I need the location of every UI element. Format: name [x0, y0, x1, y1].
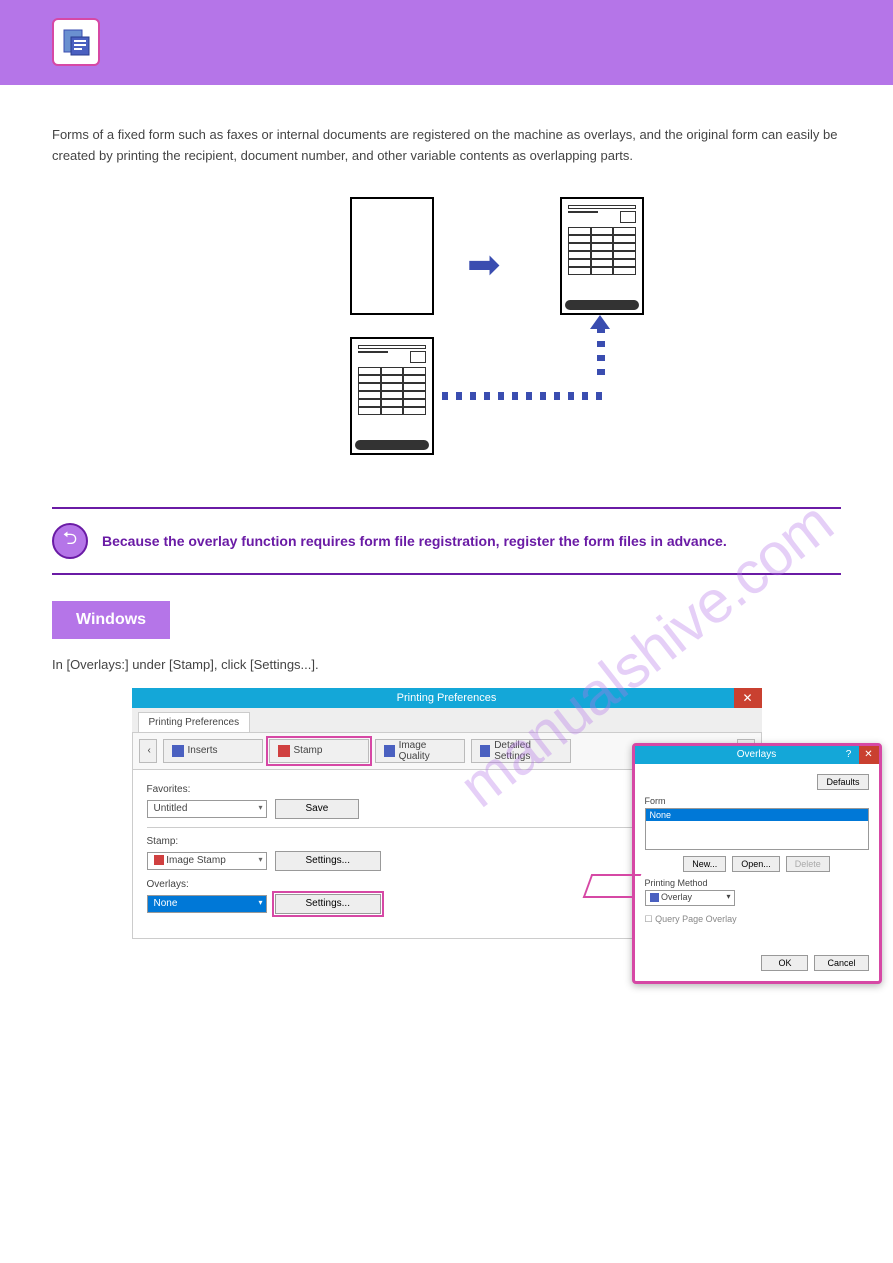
overlays-settings-button[interactable]: Settings...: [275, 894, 381, 914]
overlays-select[interactable]: None: [147, 895, 267, 913]
blank-doc-icon: [350, 197, 434, 315]
image-quality-tab[interactable]: Image Quality: [375, 739, 465, 763]
stamp-label2: Stamp:: [147, 836, 207, 847]
windows-tag: Windows: [52, 601, 170, 639]
stamp-settings-button[interactable]: Settings...: [275, 851, 381, 871]
inserts-tab[interactable]: Inserts: [163, 739, 263, 763]
scroll-left-button[interactable]: ‹: [139, 739, 157, 763]
detailed-tab[interactable]: Detailed Settings: [471, 739, 571, 763]
printing-method-select[interactable]: Overlay: [645, 890, 735, 906]
dotted-line-h: [442, 392, 607, 400]
dotted-line-v: [597, 327, 605, 377]
screenshot-mock: Printing Preferences ✕ Printing Preferen…: [132, 688, 762, 939]
reference-text: Because the overlay function requires fo…: [102, 533, 727, 549]
merged-doc-icon: [560, 197, 644, 315]
reference-section: ⮌ Because the overlay function requires …: [52, 507, 841, 575]
form-list-item[interactable]: None: [646, 809, 868, 821]
tab-bar: Printing Preferences: [132, 708, 762, 732]
overlays-dialog: Overlays ? ✕ Defaults Form None New... O…: [632, 743, 882, 984]
form-section-label: Form: [645, 796, 869, 806]
tab-printing-preferences[interactable]: Printing Preferences: [138, 712, 251, 732]
dialog-close-icon[interactable]: ✕: [859, 746, 879, 764]
help-icon[interactable]: ?: [841, 746, 857, 764]
favorites-select[interactable]: Untitled: [147, 800, 267, 818]
printing-method-label: Printing Method: [645, 878, 869, 888]
arrow-right-icon: ➡: [467, 242, 501, 288]
open-button[interactable]: Open...: [732, 856, 780, 872]
dialog-title: Overlays: [737, 749, 776, 760]
intro-paragraph: Forms of a fixed form such as faxes or i…: [52, 125, 841, 167]
delete-button[interactable]: Delete: [786, 856, 830, 872]
stamp-tab[interactable]: Stamp: [269, 739, 369, 763]
stamp-select[interactable]: Image Stamp: [147, 852, 267, 870]
dialog-titlebar: Overlays ? ✕: [635, 746, 879, 764]
overlay-diagram: ➡: [52, 197, 841, 477]
callout-line: [582, 874, 641, 898]
new-button[interactable]: New...: [683, 856, 726, 872]
iq-label: Image Quality: [399, 740, 456, 762]
ok-button[interactable]: OK: [761, 955, 808, 971]
window-titlebar: Printing Preferences ✕: [132, 688, 762, 708]
page-header: [0, 0, 893, 85]
defaults-button[interactable]: Defaults: [817, 774, 868, 790]
save-button[interactable]: Save: [275, 799, 360, 819]
doc-header-icon: [52, 18, 100, 66]
overlays-label2: Overlays:: [147, 879, 207, 890]
detailed-label: Detailed Settings: [494, 740, 561, 762]
back-arrow-icon: ⮌: [52, 523, 88, 559]
stamp-label: Stamp: [294, 745, 323, 756]
favorites-label: Favorites:: [147, 784, 207, 795]
query-checkbox[interactable]: ☐ Query Page Overlay: [645, 914, 869, 925]
form-doc-icon: [350, 337, 434, 455]
instruction-text: In [Overlays:] under [Stamp], click [Set…: [52, 657, 841, 672]
window-title: Printing Preferences: [397, 692, 497, 704]
inserts-label: Inserts: [188, 745, 218, 756]
cancel-button[interactable]: Cancel: [814, 955, 868, 971]
close-icon[interactable]: ✕: [734, 688, 762, 708]
form-list[interactable]: None: [645, 808, 869, 850]
